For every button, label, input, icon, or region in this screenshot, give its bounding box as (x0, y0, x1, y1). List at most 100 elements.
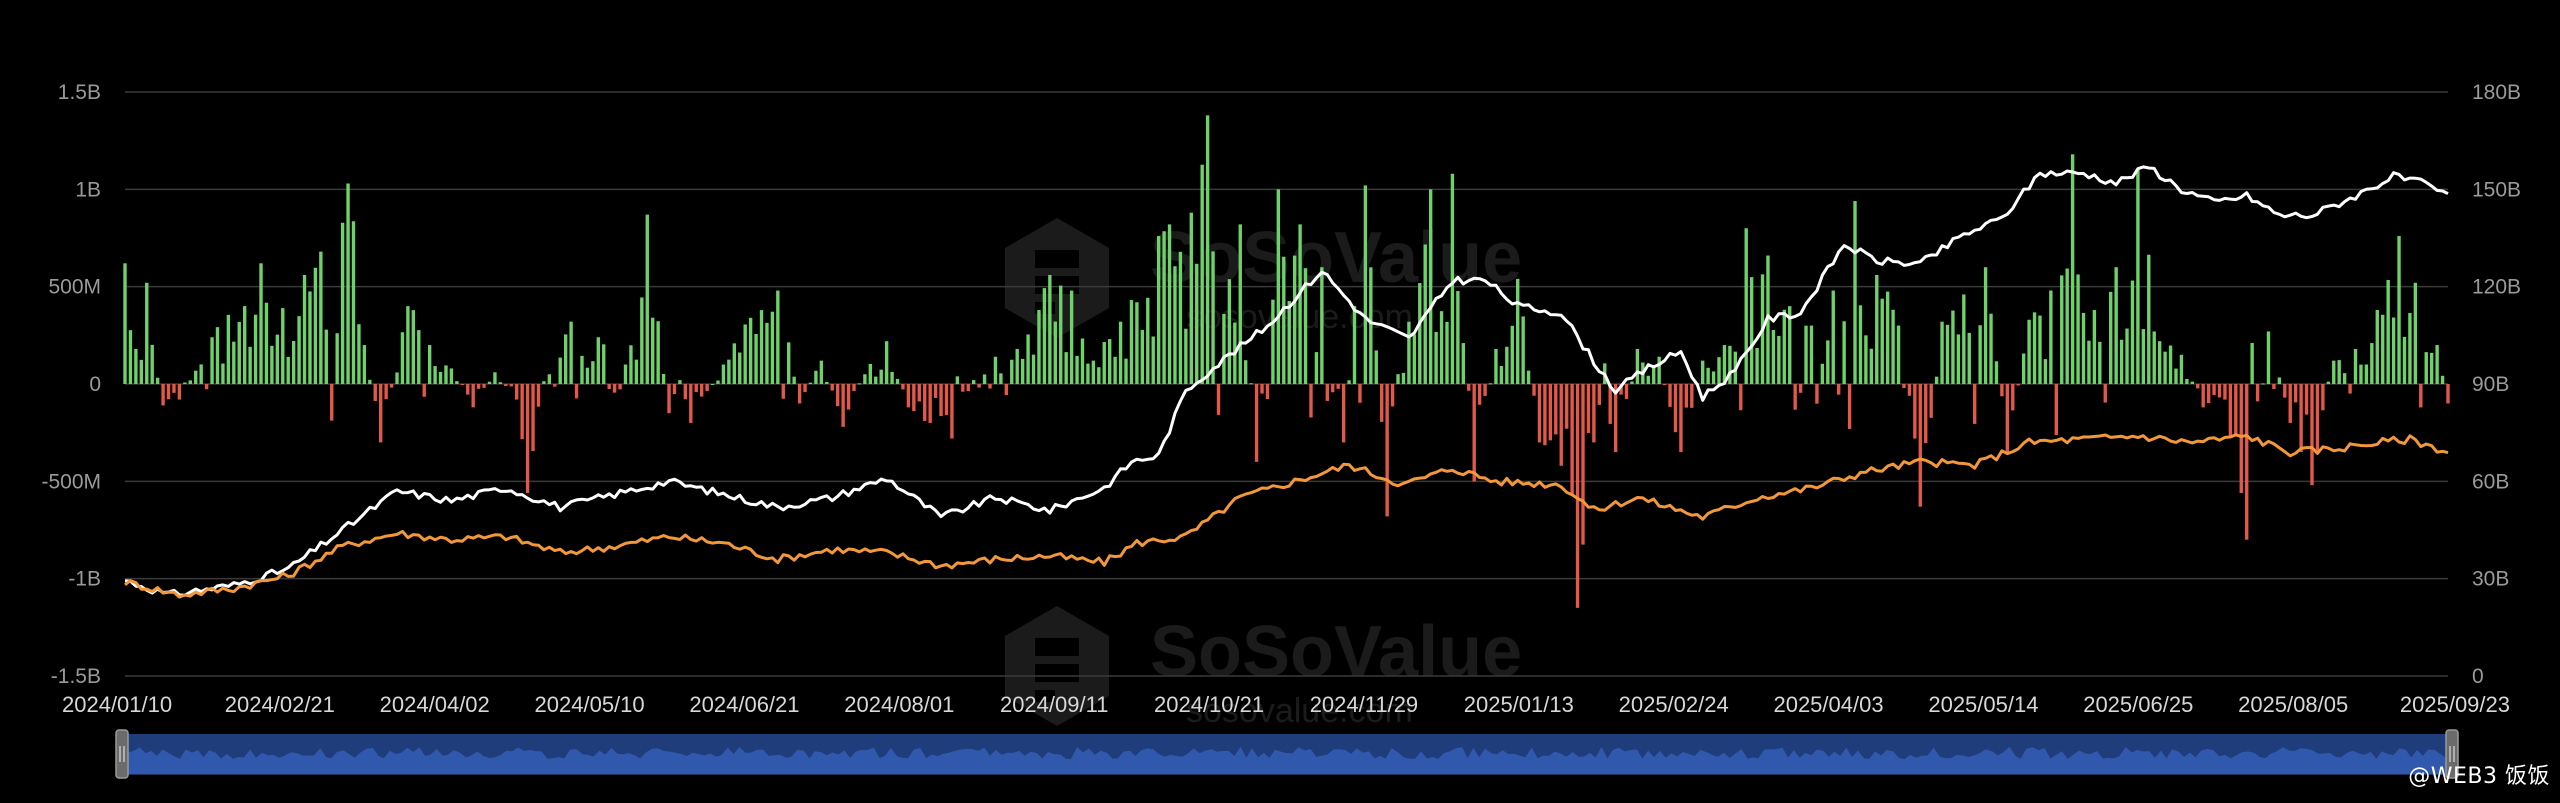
inflow-bar (373, 384, 377, 402)
inflow-bar (297, 316, 301, 384)
inflow-bar (509, 384, 513, 387)
inflow-bar (1837, 384, 1841, 395)
inflow-bar (727, 359, 731, 384)
inflow-bar (1592, 384, 1596, 443)
inflow-bar (1363, 185, 1368, 384)
inflow-bar (1564, 384, 1569, 429)
right-tick-label: 30B (2472, 568, 2509, 591)
inflow-bar (656, 321, 660, 384)
inflow-bar (2261, 383, 2265, 385)
inflow-bar (2272, 384, 2276, 390)
inflow-bar (1173, 266, 1177, 384)
inflow-bar (852, 384, 856, 392)
inflow-bar (1167, 224, 1172, 384)
range-navigator[interactable] (115, 729, 2459, 779)
x-tick-label: 2024/08/01 (844, 692, 954, 717)
inflow-bar (1635, 348, 1640, 384)
x-tick-label: 2024/06/21 (689, 692, 799, 717)
inflow-bar (874, 376, 878, 384)
inflow-bar (346, 183, 350, 384)
inflow-bar (1015, 348, 1019, 384)
inflow-bar (2326, 381, 2331, 384)
inflow-bar (166, 384, 171, 400)
inflow-bar (1559, 384, 1563, 466)
inflow-bar (1662, 384, 1667, 386)
inflow-bar (1135, 302, 1139, 384)
cumulative-inflow-line (124, 433, 2449, 599)
inflow-bar (1673, 384, 1678, 433)
inflow-bar (1619, 384, 1623, 395)
inflow-bar (1347, 380, 1351, 384)
inflow-bar (2424, 352, 2428, 384)
inflow-bar (683, 384, 688, 400)
inflow-bar (2386, 280, 2390, 384)
right-tick-label: 120B (2472, 276, 2521, 299)
inflow-bar (1358, 384, 1362, 403)
inflow-bar (841, 384, 845, 427)
inflow-bar (194, 370, 198, 384)
left-y-axis: -1.5B -1B -500M 0 500M 1B 1.5B (41, 81, 101, 688)
inflow-bar (917, 384, 921, 402)
inflow-bar (242, 306, 247, 384)
inflow-bar (302, 274, 307, 384)
inflow-bar (1075, 355, 1079, 384)
inflow-bar (2293, 384, 2298, 403)
inflow-bar (580, 355, 584, 384)
inflow-bar (1227, 279, 1232, 384)
inflow-bar (466, 384, 470, 395)
inflow-bar (1793, 384, 1797, 410)
inflow-bar (770, 311, 775, 384)
inflow-bar (1292, 255, 1297, 384)
inflow-bar (1652, 365, 1656, 384)
inflow-bar (2130, 280, 2135, 384)
inflow-bar (1309, 384, 1313, 418)
inflow-bar (2408, 312, 2412, 384)
inflow-bar (253, 314, 258, 384)
inflow-bar (1184, 328, 1188, 384)
inflow-bar (2038, 315, 2042, 384)
inflow-bar (1086, 363, 1090, 384)
inflow-bar (1847, 384, 1852, 429)
x-tick-label: 2024/02/21 (225, 692, 335, 717)
inflow-bar (2065, 268, 2069, 384)
total-net-assets-line (124, 165, 2449, 597)
inflow-bar (1570, 384, 1574, 495)
inflow-bar (1162, 231, 1166, 384)
inflow-bar (1020, 358, 1025, 384)
inflow-bar (1896, 325, 1901, 384)
navigator-left-handle[interactable] (115, 729, 129, 779)
inflow-bar (661, 373, 666, 384)
inflow-bar (1374, 350, 1378, 384)
inflow-bar (2087, 340, 2091, 384)
x-tick-label: 2024/05/10 (535, 692, 645, 717)
inflow-bar (2168, 345, 2173, 384)
inflow-bar (2283, 384, 2287, 398)
inflow-bar (221, 363, 225, 384)
inflow-bar (1140, 329, 1145, 384)
inflow-bar (520, 384, 524, 440)
navigator-right-handle[interactable] (2445, 729, 2459, 779)
inflow-bar (1543, 384, 1547, 446)
inflow-bar (1815, 384, 1819, 404)
inflow-bar (2103, 384, 2107, 403)
inflow-bar (830, 384, 834, 391)
inflow-bar (699, 384, 704, 397)
left-tick-label: -1.5B (51, 665, 101, 688)
inflow-bar (1516, 278, 1520, 384)
inflow-bar (846, 384, 851, 410)
inflow-bar (2021, 353, 2026, 384)
inflow-bar (1554, 384, 1558, 435)
inflow-bar (536, 384, 541, 407)
inflow-bar (563, 334, 568, 384)
inflow-bar (2364, 364, 2369, 384)
inflow-bar (1869, 348, 1874, 384)
inflow-bar (1880, 298, 1884, 384)
inflow-bar (1853, 201, 1857, 384)
x-tick-label: 2024/10/21 (1154, 692, 1264, 717)
inflow-bar (2152, 331, 2156, 384)
watermark-top: SoSoValue sosovalue.com (1005, 218, 1522, 338)
inflow-bar (128, 330, 133, 384)
inflow-bar (1630, 381, 1634, 384)
inflow-bar (270, 345, 274, 384)
inflow-bar (1967, 332, 1971, 384)
